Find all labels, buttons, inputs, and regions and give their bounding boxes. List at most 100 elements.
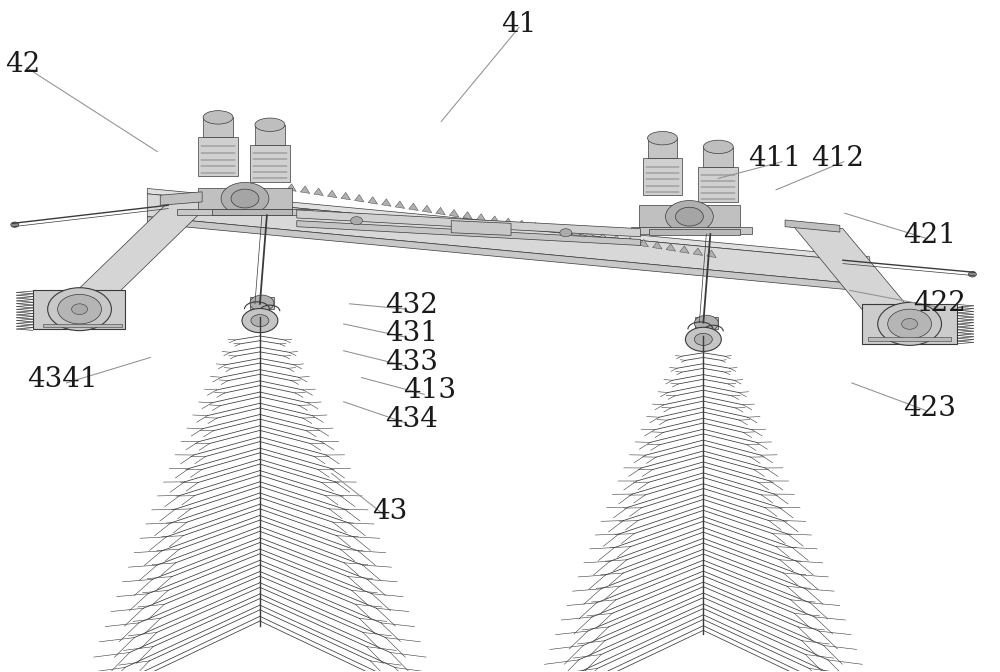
Polygon shape [631, 227, 752, 234]
Polygon shape [653, 241, 662, 249]
Text: 42: 42 [5, 51, 40, 78]
Text: 434: 434 [385, 407, 438, 433]
Circle shape [242, 308, 278, 333]
Polygon shape [33, 290, 125, 329]
Polygon shape [707, 250, 716, 257]
Polygon shape [198, 188, 292, 208]
Polygon shape [504, 218, 513, 226]
Polygon shape [544, 224, 554, 232]
Circle shape [685, 327, 721, 351]
Polygon shape [639, 205, 740, 227]
Polygon shape [612, 235, 621, 243]
Polygon shape [395, 201, 405, 208]
Polygon shape [703, 147, 733, 167]
Ellipse shape [255, 118, 285, 132]
Circle shape [221, 182, 269, 214]
Polygon shape [422, 205, 432, 212]
Circle shape [11, 222, 19, 227]
Polygon shape [648, 138, 677, 159]
Text: 432: 432 [385, 292, 438, 319]
Text: 43: 43 [372, 498, 407, 526]
Polygon shape [790, 222, 916, 316]
Text: 423: 423 [903, 395, 956, 422]
Circle shape [902, 319, 918, 329]
Circle shape [888, 309, 932, 339]
Polygon shape [43, 324, 122, 327]
Circle shape [72, 304, 88, 314]
Polygon shape [698, 167, 738, 202]
Polygon shape [639, 239, 648, 247]
Polygon shape [368, 197, 378, 204]
Polygon shape [160, 192, 202, 205]
Polygon shape [147, 194, 870, 285]
Circle shape [675, 207, 703, 226]
Polygon shape [341, 192, 350, 200]
Polygon shape [436, 208, 445, 215]
Ellipse shape [648, 132, 677, 145]
Circle shape [231, 189, 259, 208]
Polygon shape [250, 145, 290, 181]
Polygon shape [56, 192, 222, 311]
Polygon shape [666, 244, 676, 251]
Polygon shape [297, 210, 641, 237]
Circle shape [58, 294, 101, 324]
Polygon shape [314, 188, 323, 196]
Circle shape [665, 200, 713, 233]
Polygon shape [300, 186, 310, 194]
Polygon shape [449, 210, 459, 217]
Circle shape [694, 333, 712, 345]
Text: 422: 422 [913, 290, 966, 317]
Polygon shape [409, 203, 418, 210]
Polygon shape [297, 220, 641, 245]
Polygon shape [463, 212, 472, 219]
Circle shape [351, 216, 363, 224]
Polygon shape [198, 138, 238, 176]
Circle shape [250, 295, 274, 311]
Polygon shape [517, 220, 527, 228]
Polygon shape [695, 317, 718, 329]
Polygon shape [451, 220, 511, 235]
Polygon shape [212, 208, 292, 215]
Text: 431: 431 [385, 321, 438, 347]
Ellipse shape [703, 140, 733, 154]
Polygon shape [147, 188, 870, 262]
Polygon shape [490, 216, 499, 223]
Polygon shape [147, 216, 870, 292]
Polygon shape [680, 246, 689, 253]
Polygon shape [571, 228, 581, 236]
Text: 4341: 4341 [27, 366, 98, 393]
Polygon shape [598, 233, 608, 241]
Circle shape [560, 228, 572, 237]
Circle shape [48, 288, 111, 331]
Polygon shape [476, 214, 486, 221]
Polygon shape [693, 248, 703, 255]
Circle shape [694, 315, 718, 331]
Polygon shape [355, 194, 364, 202]
Polygon shape [287, 184, 296, 192]
Polygon shape [531, 222, 540, 230]
Polygon shape [255, 125, 285, 145]
Polygon shape [625, 237, 635, 245]
Polygon shape [785, 220, 840, 232]
Polygon shape [868, 337, 951, 341]
Ellipse shape [203, 111, 233, 124]
Polygon shape [382, 199, 391, 206]
Polygon shape [177, 208, 312, 215]
Text: 41: 41 [501, 11, 537, 38]
Text: 413: 413 [403, 378, 456, 405]
Text: 421: 421 [903, 222, 956, 249]
Polygon shape [250, 297, 274, 309]
Text: 412: 412 [811, 144, 864, 172]
Polygon shape [585, 231, 594, 239]
Polygon shape [643, 159, 682, 195]
Polygon shape [558, 226, 567, 234]
Polygon shape [649, 228, 740, 235]
Text: 411: 411 [749, 144, 802, 172]
Text: 433: 433 [385, 349, 438, 376]
Circle shape [878, 302, 942, 345]
Circle shape [485, 225, 497, 233]
Polygon shape [862, 304, 957, 344]
Polygon shape [203, 118, 233, 138]
Circle shape [251, 314, 269, 327]
Polygon shape [327, 190, 337, 198]
